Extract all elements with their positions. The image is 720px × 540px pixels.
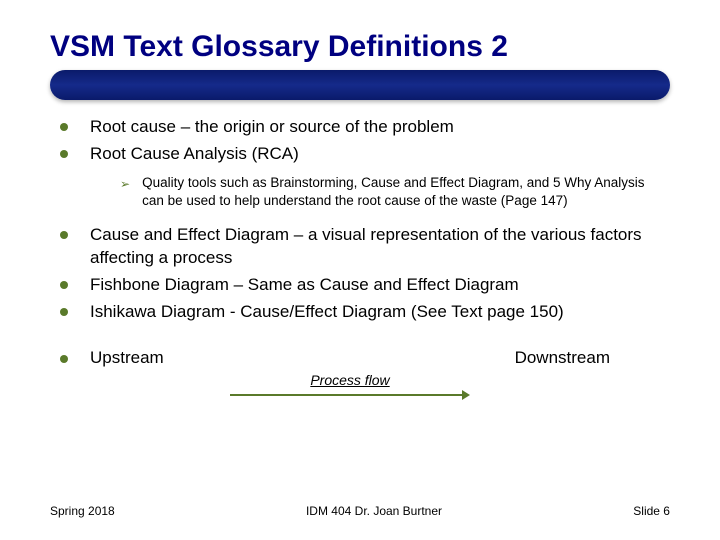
- downstream-label: Downstream: [515, 348, 610, 368]
- footer-right: Slide 6: [633, 504, 670, 518]
- bullet-item: Root cause – the origin or source of the…: [60, 116, 670, 139]
- slide-container: VSM Text Glossary Definitions 2 Root cau…: [0, 0, 720, 540]
- bullet-dot-icon: [60, 123, 68, 131]
- bullet-text: Root cause – the origin or source of the…: [90, 116, 670, 139]
- bullet-text: Root Cause Analysis (RCA): [90, 143, 670, 166]
- stream-row: Upstream Downstream Process flow: [60, 348, 670, 400]
- process-flow-label: Process flow: [310, 372, 389, 388]
- footer-center: IDM 404 Dr. Joan Burtner: [306, 504, 442, 518]
- slide-title: VSM Text Glossary Definitions 2: [50, 30, 670, 64]
- stream-content: Upstream Downstream Process flow: [90, 348, 670, 400]
- sub-bullet-arrow-icon: ➢: [120, 176, 130, 192]
- slide-footer: Spring 2018 IDM 404 Dr. Joan Burtner Sli…: [50, 504, 670, 518]
- bullet-text: Cause and Effect Diagram – a visual repr…: [90, 224, 670, 270]
- bullet-dot-icon: [60, 281, 68, 289]
- footer-left: Spring 2018: [50, 504, 115, 518]
- sub-bullet-item: ➢ Quality tools such as Brainstorming, C…: [120, 174, 670, 210]
- bullet-text: Fishbone Diagram – Same as Cause and Eff…: [90, 274, 670, 297]
- bullet-dot-icon: [60, 308, 68, 316]
- flow-row: Process flow: [90, 372, 670, 400]
- bullet-item: Fishbone Diagram – Same as Cause and Eff…: [60, 274, 670, 297]
- upstream-label: Upstream: [90, 348, 164, 368]
- sub-bullet-text: Quality tools such as Brainstorming, Cau…: [142, 174, 670, 210]
- title-bar: [50, 70, 670, 100]
- flow-arrow-icon: [230, 390, 470, 400]
- bullet-item: Root Cause Analysis (RCA): [60, 143, 670, 166]
- bullet-item: Cause and Effect Diagram – a visual repr…: [60, 224, 670, 270]
- content-area: Root cause – the origin or source of the…: [50, 116, 670, 400]
- stream-labels: Upstream Downstream: [90, 348, 670, 368]
- bullet-text: Ishikawa Diagram - Cause/Effect Diagram …: [90, 301, 670, 324]
- bullet-dot-icon: [60, 231, 68, 239]
- bullet-dot-icon: [60, 355, 68, 363]
- bullet-item: Ishikawa Diagram - Cause/Effect Diagram …: [60, 301, 670, 324]
- bullet-dot-icon: [60, 150, 68, 158]
